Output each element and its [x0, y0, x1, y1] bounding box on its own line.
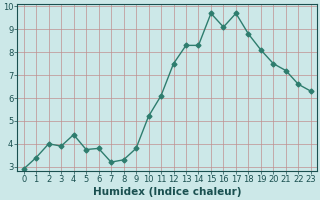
X-axis label: Humidex (Indice chaleur): Humidex (Indice chaleur): [93, 187, 242, 197]
